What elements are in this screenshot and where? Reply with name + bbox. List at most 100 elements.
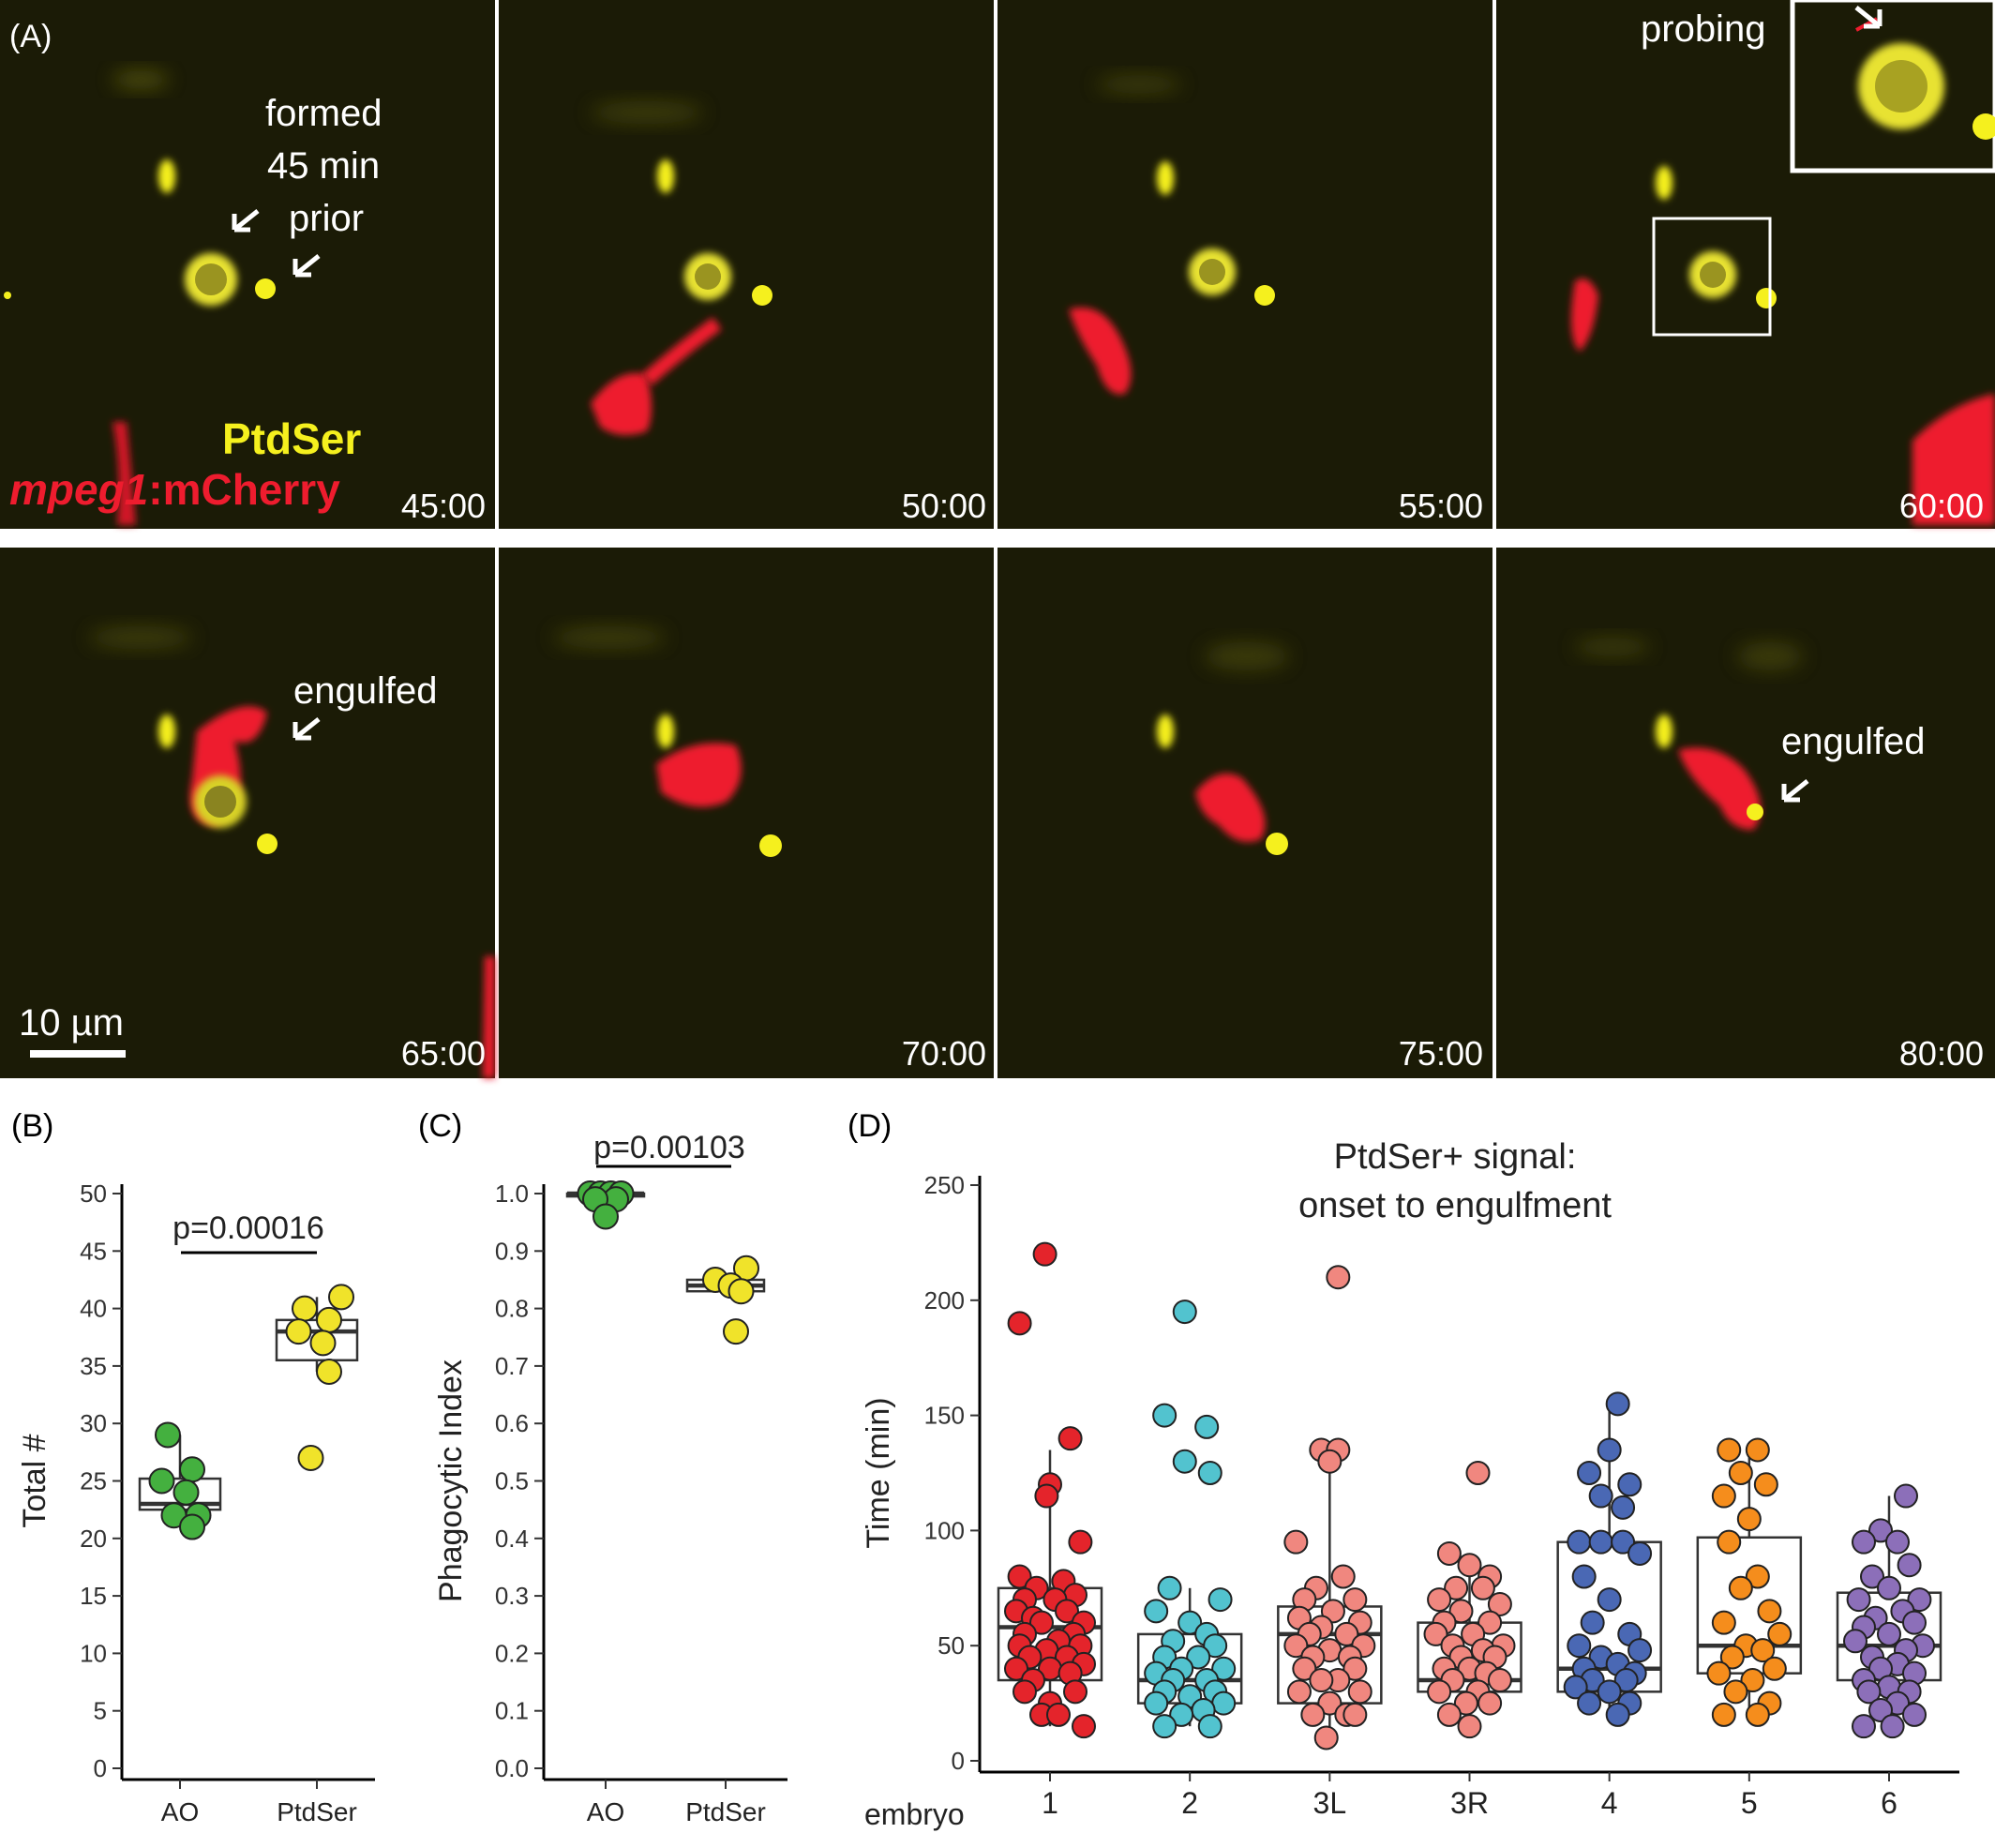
micrograph-frame-70 [499, 548, 994, 1078]
data-point [1334, 1621, 1359, 1646]
data-point [155, 1421, 181, 1449]
data-point [1894, 1483, 1918, 1509]
data-point [328, 1284, 354, 1311]
data-point [1750, 1638, 1776, 1663]
data-point [1757, 1599, 1782, 1624]
data-point [1197, 1461, 1222, 1485]
data-point [592, 1203, 619, 1230]
data-point [1172, 1300, 1197, 1325]
data-point [285, 1318, 312, 1345]
panel-c-label: (C) [418, 1108, 462, 1144]
y-tick-label: 10 [80, 1639, 107, 1667]
data-point [1055, 1599, 1079, 1624]
data-point [1423, 1621, 1448, 1646]
data-point [1885, 1529, 1910, 1555]
micrograph-frame-80 [1496, 548, 1995, 1078]
data-point [723, 1318, 749, 1345]
data-point [1309, 1668, 1334, 1693]
data-point [1719, 1645, 1745, 1670]
data-point [1342, 1656, 1368, 1681]
data-point [1728, 1575, 1753, 1600]
data-point [1197, 1714, 1222, 1739]
y-tick-label: 0 [94, 1754, 107, 1782]
data-point [1567, 1529, 1592, 1555]
data-point [1745, 1564, 1770, 1589]
data-point [1563, 1675, 1588, 1700]
y-tick-label: 40 [80, 1295, 107, 1323]
timestamp-80: 80:00 [1899, 1034, 1984, 1073]
x-tick-label: PtdSer [685, 1797, 766, 1826]
chart-onset-to-engulfment: 0 50 100 150 200 250 Time (min) 1 2 3L 3R 4 5 6 PtdSer… [861, 1137, 1959, 1831]
y-tick-label: 50 [938, 1631, 965, 1660]
data-point [297, 1444, 324, 1471]
data-point [1453, 1690, 1478, 1716]
data-point [1427, 1587, 1452, 1613]
data-point [1487, 1591, 1512, 1616]
data-point [1063, 1679, 1088, 1705]
x-tick-label: 2 [1181, 1786, 1198, 1820]
x-tick-label: 3L [1313, 1786, 1347, 1820]
y-tick-label: 45 [80, 1237, 107, 1265]
data-point [1203, 1633, 1228, 1659]
data-point [1902, 1702, 1927, 1727]
data-point [1144, 1690, 1169, 1716]
data-point [1072, 1714, 1096, 1739]
data-point [1605, 1391, 1630, 1417]
panel-d-label: (D) [848, 1108, 892, 1144]
data-point [1628, 1638, 1653, 1663]
micrograph-frame-45 [0, 0, 495, 529]
data-point [1313, 1725, 1339, 1750]
y-tick-label: 5 [94, 1697, 107, 1725]
y-tick-label: 250 [924, 1171, 965, 1199]
data-point [1326, 1265, 1351, 1290]
data-point [1157, 1575, 1182, 1600]
chart-title-line2: onset to engulfment [1298, 1186, 1612, 1225]
data-point [1478, 1610, 1503, 1635]
x-tick-label: 4 [1601, 1786, 1618, 1820]
y-tick-label: 0 [952, 1747, 965, 1775]
y-tick-label: 0.0 [495, 1754, 529, 1782]
data-point [1567, 1633, 1592, 1659]
data-point [1144, 1599, 1169, 1624]
data-point [1711, 1483, 1736, 1509]
data-point [728, 1278, 755, 1305]
data-point [1300, 1702, 1326, 1727]
data-point [1286, 1679, 1312, 1705]
micrograph-frame-60 [1496, 0, 1995, 529]
data-point [1611, 1495, 1636, 1520]
data-point [1767, 1621, 1792, 1646]
data-point [172, 1479, 200, 1506]
data-point [1843, 1629, 1868, 1654]
data-point [1907, 1587, 1932, 1613]
formed-annotation-line3: prior [289, 198, 364, 239]
data-point [1427, 1679, 1452, 1705]
data-point [1457, 1714, 1482, 1739]
data-point [1577, 1690, 1602, 1716]
chart-title-line1: PtdSer+ signal: [1334, 1137, 1577, 1177]
data-point [1178, 1610, 1203, 1635]
data-point [1597, 1679, 1622, 1705]
data-point [1877, 1575, 1901, 1600]
timestamp-50: 50:00 [902, 487, 986, 525]
data-point [1211, 1690, 1237, 1716]
data-point [1444, 1575, 1469, 1600]
data-point [1172, 1449, 1197, 1474]
data-point [1717, 1437, 1742, 1463]
p-value-annotation: p=0.00103 [593, 1130, 745, 1165]
data-point [316, 1306, 342, 1333]
timestamp-65: 65:00 [401, 1034, 486, 1073]
data-point [1292, 1656, 1317, 1681]
data-point [179, 1456, 205, 1483]
data-point [1457, 1553, 1482, 1578]
data-point [1007, 1564, 1032, 1589]
data-point [1347, 1679, 1372, 1705]
data-point [1613, 1668, 1639, 1693]
data-point [1711, 1610, 1736, 1635]
chart-phagocytic-index: 0.0 0.1 0.2 0.3 0.4 0.5 0.6 0.7 0.8 0.9 1.0 Phagocy… [433, 1130, 788, 1826]
data-point [1032, 1241, 1058, 1267]
y-tick-label: 0.8 [495, 1295, 529, 1323]
data-point [1723, 1679, 1748, 1705]
data-point [1342, 1587, 1368, 1613]
data-point [1571, 1564, 1597, 1589]
